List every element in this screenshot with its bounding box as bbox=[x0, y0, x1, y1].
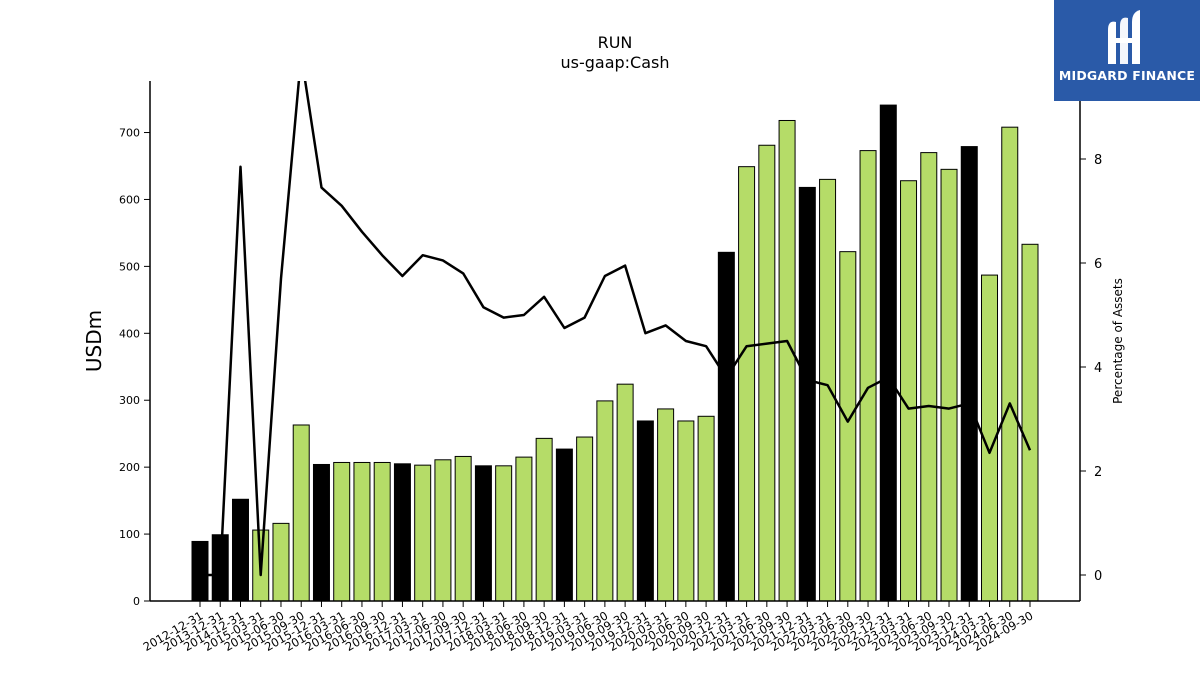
bar-2017-03-31 bbox=[414, 464, 432, 601]
bar-2023-03-31 bbox=[900, 180, 918, 601]
bar-2016-12-31 bbox=[393, 463, 411, 601]
y-tick-label: 500 bbox=[119, 260, 140, 273]
bar-2024-06-30 bbox=[1001, 126, 1019, 601]
bar-2023-12-31 bbox=[960, 146, 978, 601]
bar-2015-09-30 bbox=[292, 424, 310, 601]
bar-2023-06-30 bbox=[920, 152, 938, 601]
bar-2019-03-31 bbox=[576, 436, 594, 601]
y2-tick-label: 8 bbox=[1094, 153, 1102, 168]
y2-tick-label: 0 bbox=[1094, 569, 1102, 584]
bar-2016-09-30 bbox=[373, 461, 391, 601]
bar-2022-09-30 bbox=[859, 150, 877, 601]
y2-tick-label: 4 bbox=[1094, 361, 1102, 376]
y-tick-label: 100 bbox=[119, 528, 140, 541]
axes: 0100200300400500600700024682012-12-31201… bbox=[119, 81, 1102, 654]
logo-text: MIDGARD FINANCE bbox=[1058, 68, 1196, 83]
bar-2020-09-30 bbox=[697, 415, 715, 601]
bar-2023-09-30 bbox=[940, 168, 958, 601]
y2-axis-label: Percentage of Assets bbox=[1111, 278, 1125, 404]
logo-mark-icon bbox=[1108, 10, 1140, 64]
percentage-line bbox=[200, 81, 1032, 577]
bar-2012-12-31 bbox=[191, 540, 209, 601]
bar-2016-03-31 bbox=[333, 461, 351, 601]
y-tick-label: 0 bbox=[133, 595, 140, 608]
y2-tick-label: 6 bbox=[1094, 257, 1102, 272]
bar-2022-03-31 bbox=[819, 178, 837, 601]
bar-2024-09-30 bbox=[1021, 243, 1039, 601]
y2-tick-label: 2 bbox=[1094, 465, 1102, 480]
bar-series bbox=[191, 104, 1039, 601]
bar-2021-09-30 bbox=[778, 119, 796, 601]
bar-2022-06-30 bbox=[839, 251, 857, 601]
bar-2021-06-30 bbox=[758, 144, 776, 601]
bar-2021-12-31 bbox=[798, 186, 816, 601]
bar-2014-12-31 bbox=[231, 498, 249, 601]
bar-2019-09-30 bbox=[616, 383, 634, 601]
bar-2018-09-30 bbox=[535, 437, 553, 601]
bar-2020-12-31 bbox=[717, 251, 735, 601]
bar-2015-12-31 bbox=[312, 463, 330, 601]
y-tick-label: 600 bbox=[119, 193, 140, 206]
bar-2020-03-31 bbox=[657, 408, 675, 601]
y-tick-label: 700 bbox=[119, 127, 140, 140]
bar-2019-06-30 bbox=[596, 400, 614, 601]
bar-2020-06-30 bbox=[677, 420, 695, 601]
chart-subtitle: us-gaap:Cash bbox=[560, 53, 669, 72]
bar-2018-03-31 bbox=[495, 465, 513, 601]
y-tick-label: 200 bbox=[119, 461, 140, 474]
percentage-line-series bbox=[200, 81, 1032, 577]
bar-2018-12-31 bbox=[555, 448, 573, 601]
bar-2022-12-31 bbox=[879, 104, 897, 601]
chart-title: RUN bbox=[598, 33, 633, 52]
midgard-finance-logo: MIDGARD FINANCE bbox=[1054, 0, 1200, 101]
bar-2015-06-30 bbox=[272, 522, 290, 601]
y-tick-label: 400 bbox=[119, 327, 140, 340]
bar-2019-12-31 bbox=[636, 420, 654, 601]
bar-2017-12-31 bbox=[474, 465, 492, 601]
bar-2016-06-30 bbox=[353, 461, 371, 601]
bar-2021-03-31 bbox=[738, 166, 756, 601]
bar-2018-06-30 bbox=[515, 456, 533, 601]
y-axis-label: USDm bbox=[82, 310, 106, 372]
y-tick-label: 300 bbox=[119, 394, 140, 407]
bar-2017-09-30 bbox=[454, 455, 472, 601]
bar-2024-03-31 bbox=[981, 274, 999, 601]
bar-2017-06-30 bbox=[434, 459, 452, 601]
